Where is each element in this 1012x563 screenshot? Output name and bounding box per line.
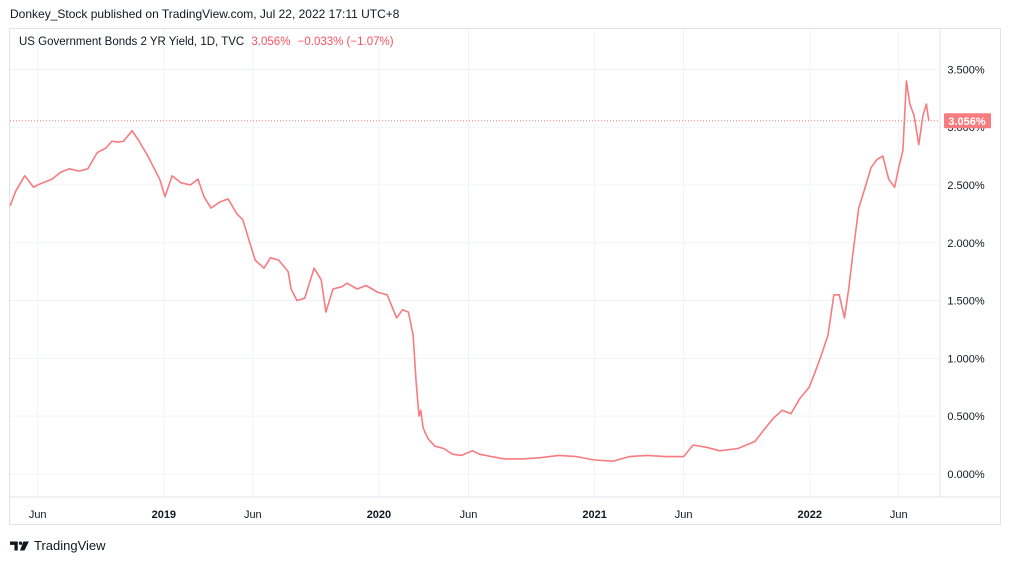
y-tick-label: 3.500% (947, 64, 985, 76)
last-price-label-text: 3.056% (948, 116, 986, 128)
legend-last-value: 3.056% (251, 36, 291, 48)
x-tick-label: Jun (29, 509, 47, 521)
y-tick-label: 0.500% (947, 411, 985, 423)
y-tick-label: 2.500% (947, 180, 985, 192)
x-tick-label: Jun (890, 509, 908, 521)
x-tick-label: Jun (460, 509, 478, 521)
y-tick-label: 1.000% (947, 353, 985, 365)
footer-brand-text: TradingView (34, 538, 106, 553)
price-axis: 3.500%3.000%2.500%2.000%1.500%1.000%0.50… (947, 64, 985, 480)
last-price-label: 3.056% (944, 113, 991, 129)
y-tick-label: 2.000% (947, 238, 985, 250)
y-tick-label: 0.000% (947, 469, 985, 481)
x-tick-label: 2020 (367, 509, 391, 521)
last-price-label-bg (944, 113, 991, 129)
legend-symbol-name: US Government Bonds 2 YR Yield, 1D, TVC (19, 36, 245, 48)
tradingview-logo-icon (10, 541, 29, 550)
series-legend[interactable]: US Government Bonds 2 YR Yield, 1D, TVC … (19, 36, 394, 48)
x-tick-label: 2019 (152, 509, 176, 521)
grid-lines (10, 29, 940, 497)
x-tick-label: Jun (244, 509, 262, 521)
y-tick-label: 1.500% (947, 296, 985, 308)
x-tick-label: 2022 (798, 509, 822, 521)
series-line-us02y (9, 80, 930, 462)
x-tick-label: 2021 (582, 509, 606, 521)
publish-info: Donkey_Stock published on TradingView.co… (10, 7, 400, 21)
chart-frame[interactable] (9, 28, 1001, 525)
x-tick-label: Jun (675, 509, 693, 521)
footer-brand[interactable]: TradingView (10, 538, 106, 553)
time-axis: Jun 2019 Jun 2020 Jun 2021 Jun 2022 Jun (29, 509, 908, 521)
legend-change: −0.033% (−1.07%) (297, 36, 394, 48)
